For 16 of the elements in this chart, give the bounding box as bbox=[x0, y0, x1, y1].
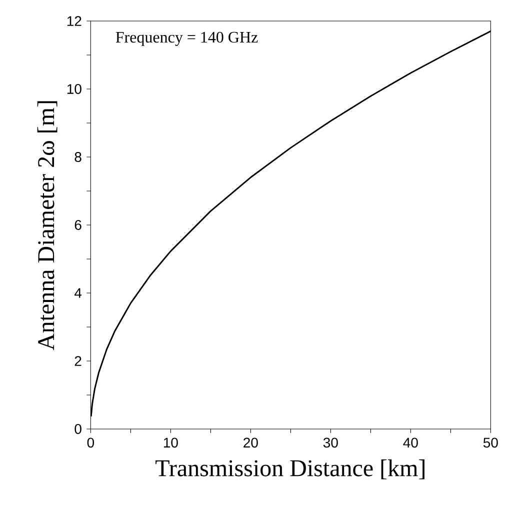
y-tick-label: 4 bbox=[74, 288, 82, 298]
x-tick-label: 30 bbox=[324, 438, 338, 448]
annotation: Frequency = 140 GHz bbox=[116, 32, 258, 46]
y-tick-label: 6 bbox=[75, 220, 82, 230]
x-tick-label: 50 bbox=[484, 438, 498, 448]
y-tick-label: 8 bbox=[74, 152, 82, 162]
y-tick-label: 10 bbox=[68, 84, 82, 94]
x-tick-label: 0 bbox=[87, 438, 94, 448]
y-tick-label: 0 bbox=[74, 424, 82, 434]
x-tick-label: 40 bbox=[403, 438, 418, 448]
x-tick-label: 20 bbox=[244, 438, 258, 448]
y-tick-label: 2 bbox=[75, 356, 82, 366]
y-tick-label: 12 bbox=[68, 16, 82, 26]
y-axis-title: Antenna Diameter 2ω [m] bbox=[38, 101, 58, 350]
x-tick-label: 10 bbox=[164, 438, 178, 448]
x-axis-title: Transmission Distance [km] bbox=[156, 459, 425, 480]
